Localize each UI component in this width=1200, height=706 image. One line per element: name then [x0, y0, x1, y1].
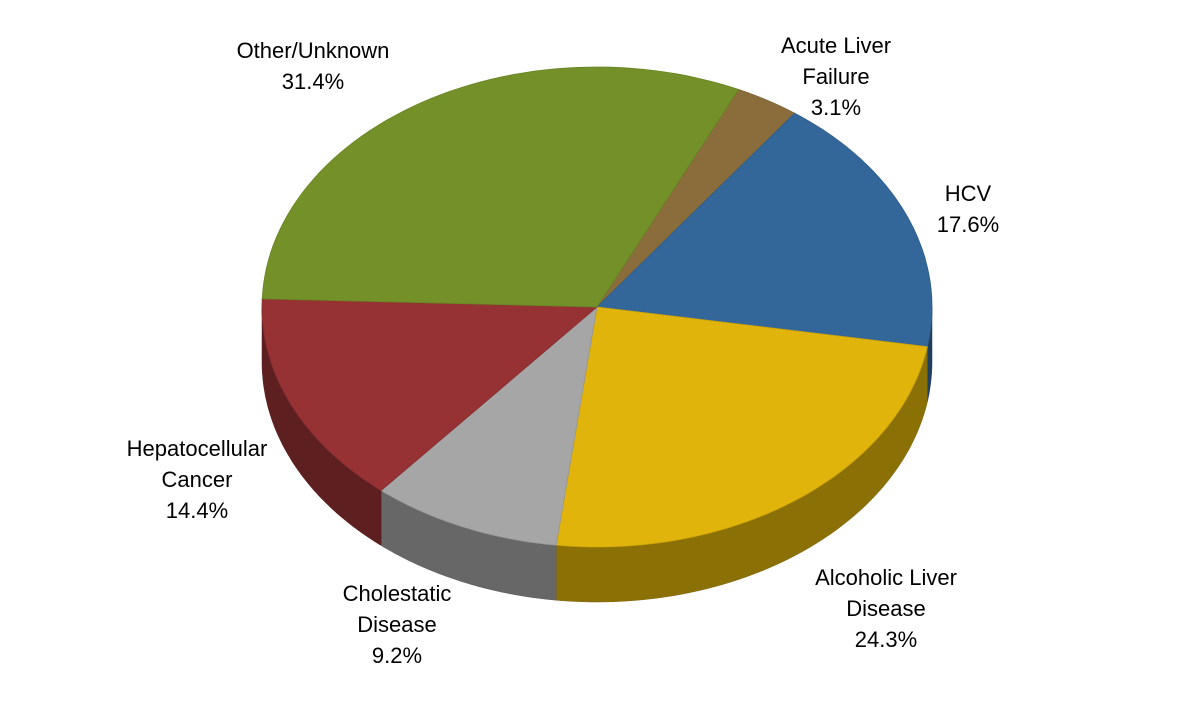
category-label: Alcoholic Liver Disease: [815, 565, 957, 621]
slice-label: Alcoholic Liver Disease 24.3%: [799, 562, 974, 655]
category-label: Acute Liver Failure: [780, 33, 892, 89]
pie-tops: [261, 66, 933, 548]
slice-label: HCV 17.6%: [908, 178, 1028, 240]
slice: [380, 305, 598, 546]
category-label: Other/Unknown: [236, 38, 390, 63]
value-label: 24.3%: [854, 627, 918, 652]
category-label: Cholestatic Disease: [342, 581, 452, 637]
slice-label: Hepatocellular Cancer 14.4%: [115, 433, 280, 526]
slice-label: Cholestatic Disease 9.2%: [330, 578, 465, 671]
category-label: Hepatocellular Cancer: [126, 436, 268, 492]
category-label: HCV: [944, 181, 992, 206]
slice: [596, 112, 933, 348]
value-label: 9.2%: [371, 643, 423, 668]
slice-label: Acute Liver Failure 3.1%: [761, 30, 911, 123]
value-label: 3.1%: [810, 95, 862, 120]
value-label: 31.4%: [281, 69, 345, 94]
slice: [261, 298, 599, 491]
slice: [596, 89, 796, 308]
slice: [555, 306, 928, 548]
slice: [261, 66, 740, 308]
value-label: 14.4%: [165, 498, 229, 523]
value-label: 17.6%: [936, 212, 1000, 237]
slice-label: Other/Unknown 31.4%: [208, 35, 418, 97]
